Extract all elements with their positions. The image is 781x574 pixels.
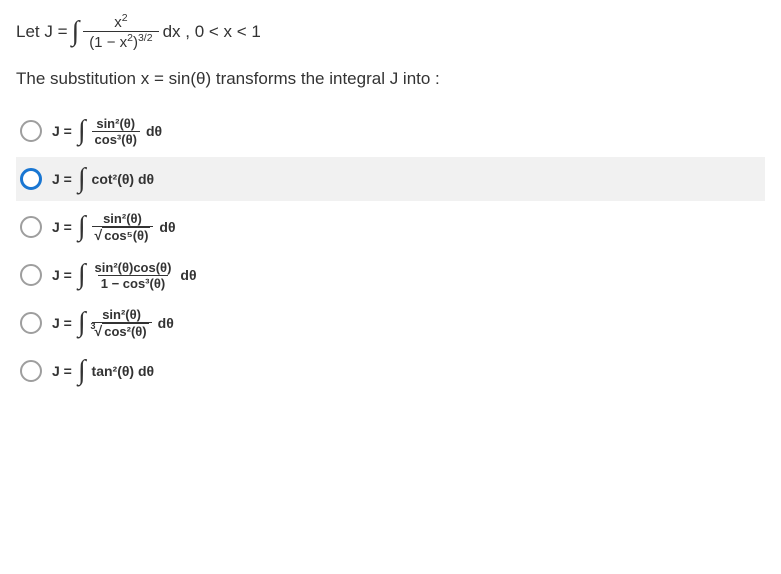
integral-symbol: ∫ xyxy=(72,16,80,48)
radio-button[interactable] xyxy=(20,120,42,142)
option-tail: dθ xyxy=(180,267,196,283)
option-body: tan²(θ) dθ xyxy=(92,363,155,379)
integral-symbol: ∫ xyxy=(78,211,86,243)
option-row-5[interactable]: J = ∫ tan²(θ) dθ xyxy=(16,349,765,393)
fraction-numerator: sin²(θ) xyxy=(100,211,145,226)
option-label: J = xyxy=(52,315,72,331)
option-tail: dθ xyxy=(158,315,174,331)
fraction-numerator: sin²(θ) xyxy=(93,116,138,131)
option-content: J = ∫ cot²(θ) dθ xyxy=(52,163,154,195)
option-fraction: sin²(θ)cos⁵(θ) xyxy=(92,211,154,243)
option-row-0[interactable]: J = ∫sin²(θ)cos³(θ) dθ xyxy=(16,109,765,153)
option-row-4[interactable]: J = ∫sin²(θ)3cos²(θ) dθ xyxy=(16,301,765,345)
option-content: J = ∫sin²(θ)3cos²(θ) dθ xyxy=(52,307,174,339)
integrand-fraction: x2 (1 − x2)3/2 xyxy=(83,12,158,51)
option-tail: dθ xyxy=(146,123,162,139)
option-fraction: sin²(θ)cos³(θ) xyxy=(92,116,140,147)
question-suffix: dx , 0 < x < 1 xyxy=(163,22,261,42)
option-label: J = xyxy=(52,171,72,187)
option-content: J = ∫sin²(θ)cos(θ)1 − cos³(θ) dθ xyxy=(52,259,197,291)
radio-button[interactable] xyxy=(20,360,42,382)
option-tail: dθ xyxy=(159,219,175,235)
options-list: J = ∫sin²(θ)cos³(θ) dθJ = ∫ cot²(θ) dθJ … xyxy=(16,109,765,393)
option-content: J = ∫ tan²(θ) dθ xyxy=(52,355,154,387)
root-content: cos²(θ) xyxy=(102,323,148,339)
option-row-2[interactable]: J = ∫sin²(θ)cos⁵(θ) dθ xyxy=(16,205,765,249)
option-fraction: sin²(θ)cos(θ)1 − cos³(θ) xyxy=(92,260,175,291)
question-subtitle: The substitution x = sin(θ) transforms t… xyxy=(16,69,765,89)
option-content: J = ∫sin²(θ)cos⁵(θ) dθ xyxy=(52,211,176,243)
root-index: 3 xyxy=(91,321,96,331)
integral-symbol: ∫ xyxy=(78,115,86,147)
option-row-3[interactable]: J = ∫sin²(θ)cos(θ)1 − cos³(θ) dθ xyxy=(16,253,765,297)
fraction-denominator: 1 − cos³(θ) xyxy=(98,275,168,291)
option-body: cot²(θ) dθ xyxy=(92,171,155,187)
integral-symbol: ∫ xyxy=(78,355,86,387)
integral-symbol: ∫ xyxy=(78,307,86,339)
integrand-denominator: (1 − x2)3/2 xyxy=(83,31,158,51)
root-content: cos⁵(θ) xyxy=(102,227,150,243)
option-row-1[interactable]: J = ∫ cot²(θ) dθ xyxy=(16,157,765,201)
option-label: J = xyxy=(52,363,72,379)
radio-button[interactable] xyxy=(20,264,42,286)
integral-symbol: ∫ xyxy=(78,259,86,291)
option-content: J = ∫sin²(θ)cos³(θ) dθ xyxy=(52,115,162,147)
fraction-denominator: cos⁵(θ) xyxy=(92,226,154,243)
root-expression: 3cos²(θ) xyxy=(95,323,149,339)
fraction-denominator: cos³(θ) xyxy=(92,131,140,147)
fraction-numerator: sin²(θ)cos(θ) xyxy=(92,260,175,275)
radio-button[interactable] xyxy=(20,216,42,238)
question-prefix: Let J = xyxy=(16,22,68,42)
option-label: J = xyxy=(52,219,72,235)
radio-button[interactable] xyxy=(20,312,42,334)
question-stem: Let J = ∫ x2 (1 − x2)3/2 dx , 0 < x < 1 xyxy=(16,12,765,51)
fraction-numerator: sin²(θ) xyxy=(99,307,144,322)
root-expression: cos⁵(θ) xyxy=(95,227,151,243)
radio-button[interactable] xyxy=(20,168,42,190)
option-label: J = xyxy=(52,267,72,283)
integral-symbol: ∫ xyxy=(78,163,86,195)
integrand-numerator: x2 xyxy=(108,12,133,31)
option-fraction: sin²(θ)3 cos²(θ) xyxy=(92,307,152,339)
fraction-denominator: 3 cos²(θ) xyxy=(92,322,152,339)
option-label: J = xyxy=(52,123,72,139)
